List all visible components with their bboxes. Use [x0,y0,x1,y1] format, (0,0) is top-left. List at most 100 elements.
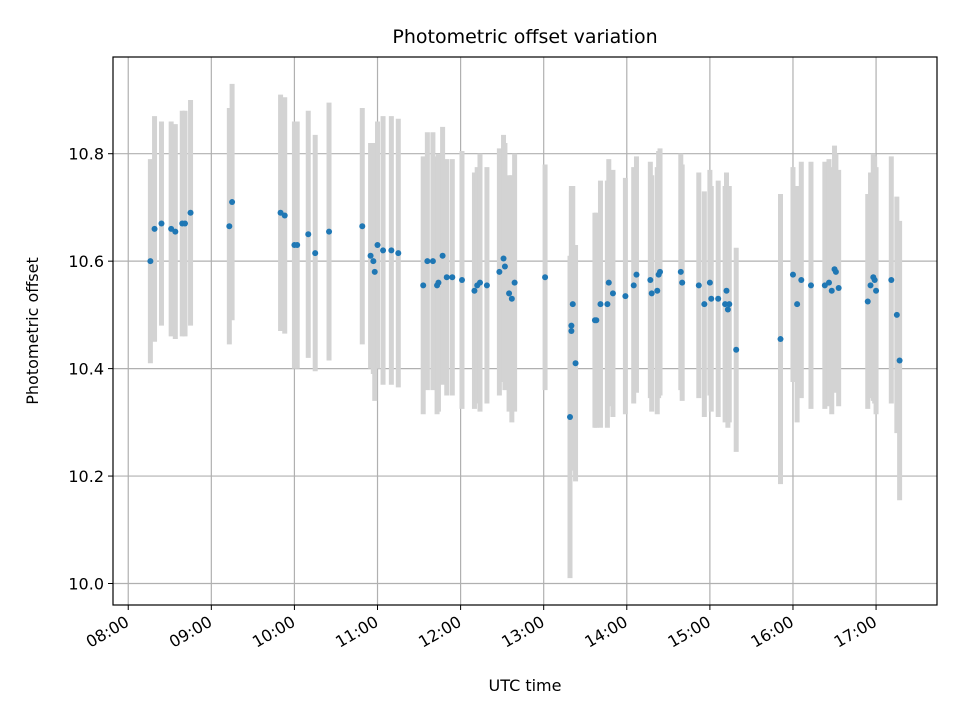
x-tick-label: 09:00 [166,612,215,652]
data-point [435,279,442,286]
x-tick-label: 17:00 [831,612,880,652]
data-point [723,287,730,294]
data-point [871,276,878,283]
x-tick-label: 15:00 [664,612,713,652]
data-point [679,279,686,286]
data-point [630,282,637,289]
data-point [677,268,684,275]
data-point [568,322,575,329]
data-point [867,282,874,289]
data-point [597,301,604,308]
data-point [622,293,629,300]
data-point [572,360,579,367]
data-point [226,223,233,230]
data-point [896,357,903,364]
data-point [449,274,456,281]
x-tick-label: 16:00 [748,612,797,652]
data-point [609,290,616,297]
data-point [429,258,436,265]
data-point [794,301,801,308]
data-point [733,346,740,353]
data-point [439,252,446,259]
data-point [151,225,158,232]
data-point [568,328,575,334]
data-point [633,271,640,278]
data-point [825,279,832,286]
data-point [458,276,465,283]
data-point [708,295,715,302]
data-point [501,263,508,270]
data-point [701,301,708,308]
data-point [395,250,402,257]
data-point [424,258,431,265]
data-point [654,287,661,294]
y-tick-label: 10.6 [68,252,104,271]
data-point [893,311,900,318]
y-tick-label: 10.0 [68,575,104,594]
chart-title: Photometric offset variation [392,26,657,48]
x-axis-title: UTC time [489,676,562,695]
data-point [798,276,805,283]
point-layer [147,199,903,420]
data-point [370,258,377,265]
data-point [443,274,450,281]
data-point [229,199,236,206]
data-point [832,268,839,275]
data-point [647,276,654,283]
data-point [873,287,880,294]
data-point [807,282,814,289]
data-point [172,228,179,235]
data-point [605,279,612,286]
data-point [567,413,574,420]
data-point [371,268,378,275]
data-point [508,295,515,302]
data-point [835,285,842,292]
data-point [604,301,611,308]
data-point [542,274,549,281]
x-tick-label: 13:00 [498,612,547,652]
plot-frame [112,56,938,606]
data-point [483,282,490,289]
x-tick-label: 08:00 [83,612,132,652]
data-point [648,290,655,297]
data-point [506,290,513,297]
data-point [715,295,722,302]
data-point [388,247,395,254]
data-point [722,301,729,308]
data-point [569,301,576,308]
data-point [777,336,784,343]
data-point [294,242,301,249]
data-point [888,276,895,283]
x-tick-label: 12:00 [415,612,464,652]
data-point [281,212,288,219]
data-point [305,231,312,238]
data-point [147,258,154,265]
data-point [359,223,366,230]
x-tick-label: 11:00 [332,612,381,652]
data-point [864,298,871,305]
data-point [182,220,189,227]
data-point [724,306,731,313]
data-point [326,228,333,235]
data-point [471,287,478,294]
y-tick-label: 10.4 [68,360,104,379]
y-axis-title: Photometric offset [23,257,42,405]
data-point [726,301,733,308]
data-point [706,279,713,286]
y-tick-label: 10.8 [68,145,104,164]
data-point [511,279,518,286]
data-point [496,268,503,275]
data-point [380,247,387,254]
data-point [500,255,507,262]
data-point [374,242,381,249]
data-point [695,282,702,289]
x-tick-label: 10:00 [249,612,298,652]
data-point [593,317,600,324]
data-point [657,268,664,275]
data-point [789,271,796,278]
data-point [367,252,374,259]
x-tick-label: 14:00 [581,612,630,652]
data-point [187,209,194,216]
